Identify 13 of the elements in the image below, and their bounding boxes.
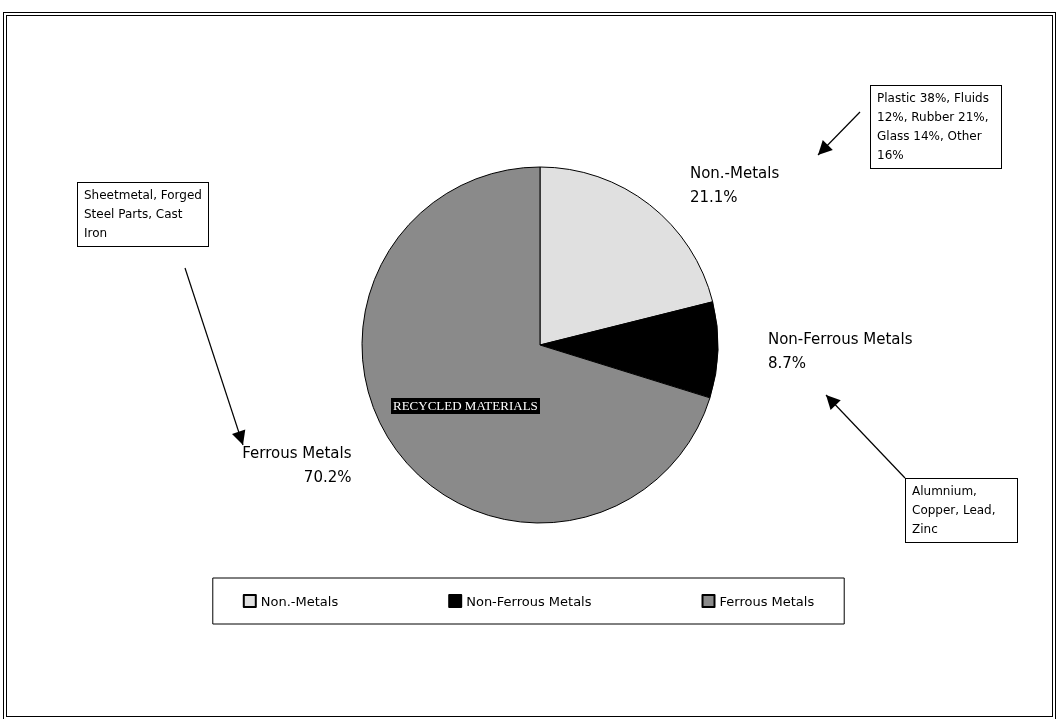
text: RECYCLED MATERIALS <box>391 398 540 414</box>
data-label: 21.1% <box>689 187 738 206</box>
slice-label: Ferrous Metals <box>242 444 352 463</box>
text: Sheetmetal, Forged Steel Parts, Cast Iron <box>77 182 209 247</box>
slice-label: Non-Ferrous Metals <box>767 329 913 348</box>
data-label: 70.2% <box>303 468 352 487</box>
slice-label: Non.-Metals <box>689 163 780 182</box>
data-label: 8.7% <box>767 353 807 372</box>
legend-label: Non.-Metals <box>260 593 339 609</box>
text: Plastic 38%, Fluids 12%, Rubber 21%, Glass 14%, Other 16% <box>870 85 1002 169</box>
legend-label: Ferrous Metals <box>719 593 815 609</box>
legend-label: Non-Ferrous Metals <box>466 593 592 609</box>
text: Alumnium, Copper, Lead, Zinc <box>905 478 1018 543</box>
